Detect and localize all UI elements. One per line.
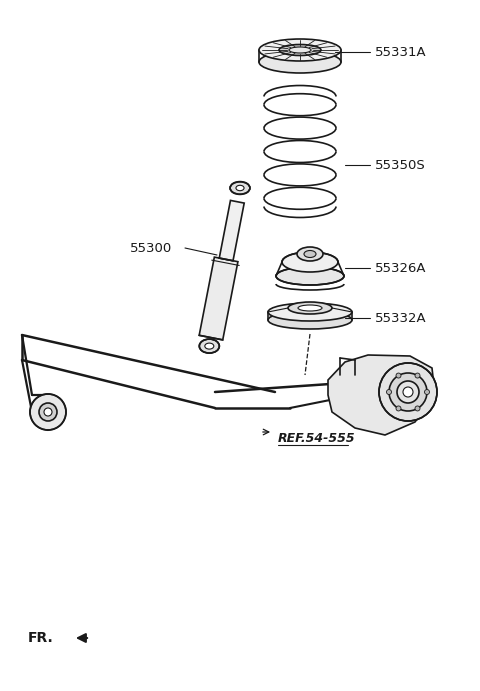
Ellipse shape [44, 408, 52, 416]
Ellipse shape [268, 311, 352, 329]
Ellipse shape [379, 363, 437, 421]
Ellipse shape [279, 44, 321, 55]
Ellipse shape [403, 387, 413, 397]
Text: 55350S: 55350S [375, 158, 426, 171]
Ellipse shape [282, 252, 338, 272]
Ellipse shape [259, 51, 341, 73]
Text: FR.: FR. [28, 631, 54, 645]
Ellipse shape [298, 305, 322, 311]
Ellipse shape [259, 39, 341, 61]
Polygon shape [219, 200, 244, 261]
Ellipse shape [396, 373, 401, 378]
Text: 55326A: 55326A [375, 261, 427, 274]
Text: 55331A: 55331A [375, 46, 427, 59]
Ellipse shape [205, 343, 214, 349]
Ellipse shape [415, 373, 420, 378]
Ellipse shape [199, 339, 219, 353]
Ellipse shape [415, 406, 420, 411]
Ellipse shape [30, 394, 66, 430]
Ellipse shape [276, 267, 344, 285]
Ellipse shape [236, 185, 244, 191]
Ellipse shape [289, 47, 311, 53]
Ellipse shape [396, 406, 401, 411]
Ellipse shape [288, 302, 332, 314]
Polygon shape [199, 257, 238, 340]
Ellipse shape [297, 247, 323, 261]
Polygon shape [328, 355, 435, 435]
Ellipse shape [397, 381, 419, 403]
Ellipse shape [230, 182, 250, 194]
Text: 55332A: 55332A [375, 312, 427, 325]
Ellipse shape [389, 373, 427, 411]
Ellipse shape [386, 390, 392, 395]
Ellipse shape [424, 390, 430, 395]
Ellipse shape [268, 303, 352, 321]
Text: REF.54-555: REF.54-555 [278, 431, 356, 444]
Ellipse shape [304, 251, 316, 258]
Text: 55300: 55300 [130, 241, 172, 254]
Ellipse shape [39, 403, 57, 421]
